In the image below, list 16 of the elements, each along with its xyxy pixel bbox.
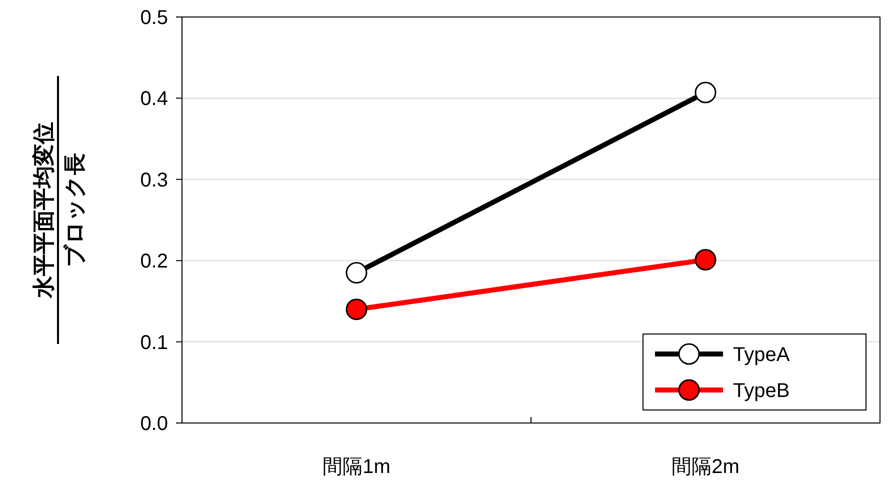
point [694,249,716,271]
legend-label: TypeB [733,380,790,402]
text: ブロック長 [62,153,87,267]
y-tick-label: 0.1 [140,332,168,354]
y-tick-label: 0.4 [140,88,168,110]
y-axis-title: 水平平面平均変位 [31,122,56,299]
y-tick-label: 0.3 [140,169,168,192]
point [346,262,368,284]
point [694,82,716,104]
y-tick-label: 0.5 [140,7,168,29]
point [346,298,368,320]
x-tick-label: 間隔1m [322,456,390,478]
y-tick-label: 0.2 [140,250,168,273]
x-tick-label: 間隔2m [672,456,740,478]
legend-label: TypeA [733,344,790,366]
y-tick-label: 0.0 [140,413,168,435]
